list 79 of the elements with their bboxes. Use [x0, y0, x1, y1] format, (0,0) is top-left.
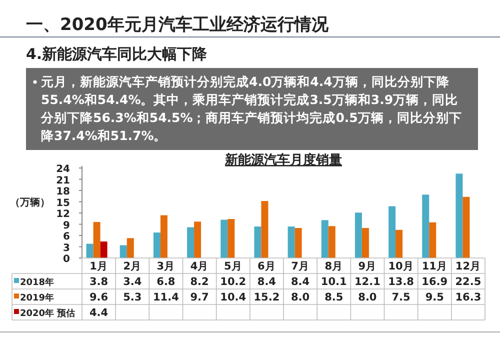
- legend-label: 2020年 预估: [20, 308, 76, 319]
- x-tick-label: 4月: [190, 260, 209, 272]
- x-tick-label: 7月: [291, 260, 310, 272]
- x-tick-label: 11月: [422, 260, 448, 272]
- bar: [288, 226, 295, 258]
- y-tick-label: 24: [56, 164, 70, 175]
- bar: [120, 245, 127, 258]
- data-label: 6.8: [156, 276, 176, 288]
- bar: [422, 194, 430, 258]
- x-tick-label: 12月: [455, 260, 482, 272]
- bar: [220, 220, 228, 258]
- y-tick-label: 12: [56, 209, 70, 220]
- text: 4.新能源汽车同比大幅下降: [26, 45, 208, 63]
- data-label: 7.5: [392, 292, 410, 304]
- bar: [294, 228, 302, 258]
- data-label: 10.1: [320, 276, 347, 288]
- data-label: 8.4: [257, 276, 276, 288]
- bar: [456, 174, 463, 258]
- bar: [328, 226, 336, 258]
- x-tick-label: 8月: [324, 260, 344, 272]
- data-label: 5.3: [123, 292, 142, 304]
- bar: [153, 232, 160, 258]
- x-tick-label: 3月: [156, 260, 176, 272]
- data-label: 11.4: [152, 292, 179, 304]
- y-tick-label: 6: [63, 232, 70, 242]
- x-tick-label: 9月: [358, 260, 377, 272]
- bar: [462, 196, 470, 258]
- x-tick-label: 2月: [123, 260, 142, 272]
- data-label: 10.2: [220, 276, 246, 288]
- bar: [362, 228, 369, 258]
- x-tick-label: 1月: [90, 260, 108, 272]
- text: 一、2020年元月汽车工业经济运行情况: [26, 15, 330, 35]
- bar: [93, 222, 100, 258]
- y-tick-label: 18: [56, 186, 70, 198]
- data-label: 8.0: [358, 292, 377, 304]
- bar: [388, 206, 396, 258]
- text: 元月，新能源汽车产销预计分别完成4.0万辆和4.4万辆，同比分别下降55.4%和54.4%。其中，乘用车产销预计完成3.5万辆和3.9万辆，同比分别下降56.3%和54.5%；商用车产销预计均完成0.5万辆，同比分别下降37.4%和51.7%。: [40, 74, 462, 143]
- y-tick-label: 3: [63, 242, 70, 254]
- data-label: 15.2: [254, 292, 280, 304]
- data-label: 10.4: [220, 292, 246, 304]
- y-tick-label: 0: [63, 254, 70, 265]
- bar: [194, 222, 202, 258]
- data-label: 12.1: [354, 276, 380, 288]
- data-label: 4.4: [89, 307, 108, 319]
- y-tick-label: 15: [56, 198, 70, 209]
- data-label: 8.4: [290, 276, 310, 288]
- data-label: 13.8: [388, 276, 414, 288]
- x-tick-label: 6月: [258, 260, 276, 272]
- legend-label: 2018年: [20, 277, 54, 288]
- bar: [228, 219, 235, 258]
- data-label: 9.7: [190, 292, 209, 304]
- data-label: 9.5: [425, 292, 444, 304]
- legend-label: 2019年: [20, 292, 54, 304]
- bar: [86, 244, 94, 258]
- y-tick-label: 21: [56, 175, 70, 186]
- data-label: 3.8: [89, 276, 108, 288]
- bar: [261, 201, 268, 258]
- bar: [100, 242, 108, 258]
- y-axis-title: （万辆）: [10, 196, 50, 208]
- y-tick-label: 9: [63, 220, 70, 232]
- data-label: 3.4: [123, 276, 142, 288]
- bar: [429, 222, 436, 258]
- data-label: 16.3: [455, 292, 482, 304]
- data-label: 8.2: [190, 276, 209, 288]
- bar: [396, 230, 403, 258]
- bar: [321, 220, 328, 258]
- data-label: 9.6: [89, 292, 108, 304]
- x-tick-label: 5月: [224, 260, 242, 272]
- bar: [126, 238, 134, 258]
- data-label: 8.5: [324, 292, 344, 304]
- bar: [254, 226, 262, 258]
- bar: [354, 212, 362, 258]
- data-label: 16.9: [422, 276, 448, 288]
- data-label: 22.5: [455, 276, 482, 288]
- x-tick-label: 10月: [388, 260, 414, 272]
- bar: [160, 215, 168, 258]
- data-label: 8.0: [290, 292, 310, 304]
- bar: [187, 227, 194, 258]
- chart-title: 新能源汽车月度销量: [224, 152, 342, 168]
